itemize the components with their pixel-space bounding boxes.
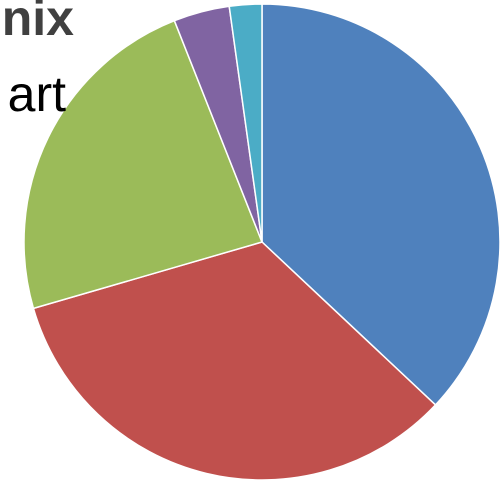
pie-slice-5 xyxy=(228,3,263,243)
pie-slice-1 xyxy=(261,3,501,406)
pie-slices xyxy=(23,3,501,481)
chart-title: nix xyxy=(1,0,74,46)
chart-subtitle: art xyxy=(7,66,66,122)
pie-slice-2 xyxy=(32,241,437,481)
